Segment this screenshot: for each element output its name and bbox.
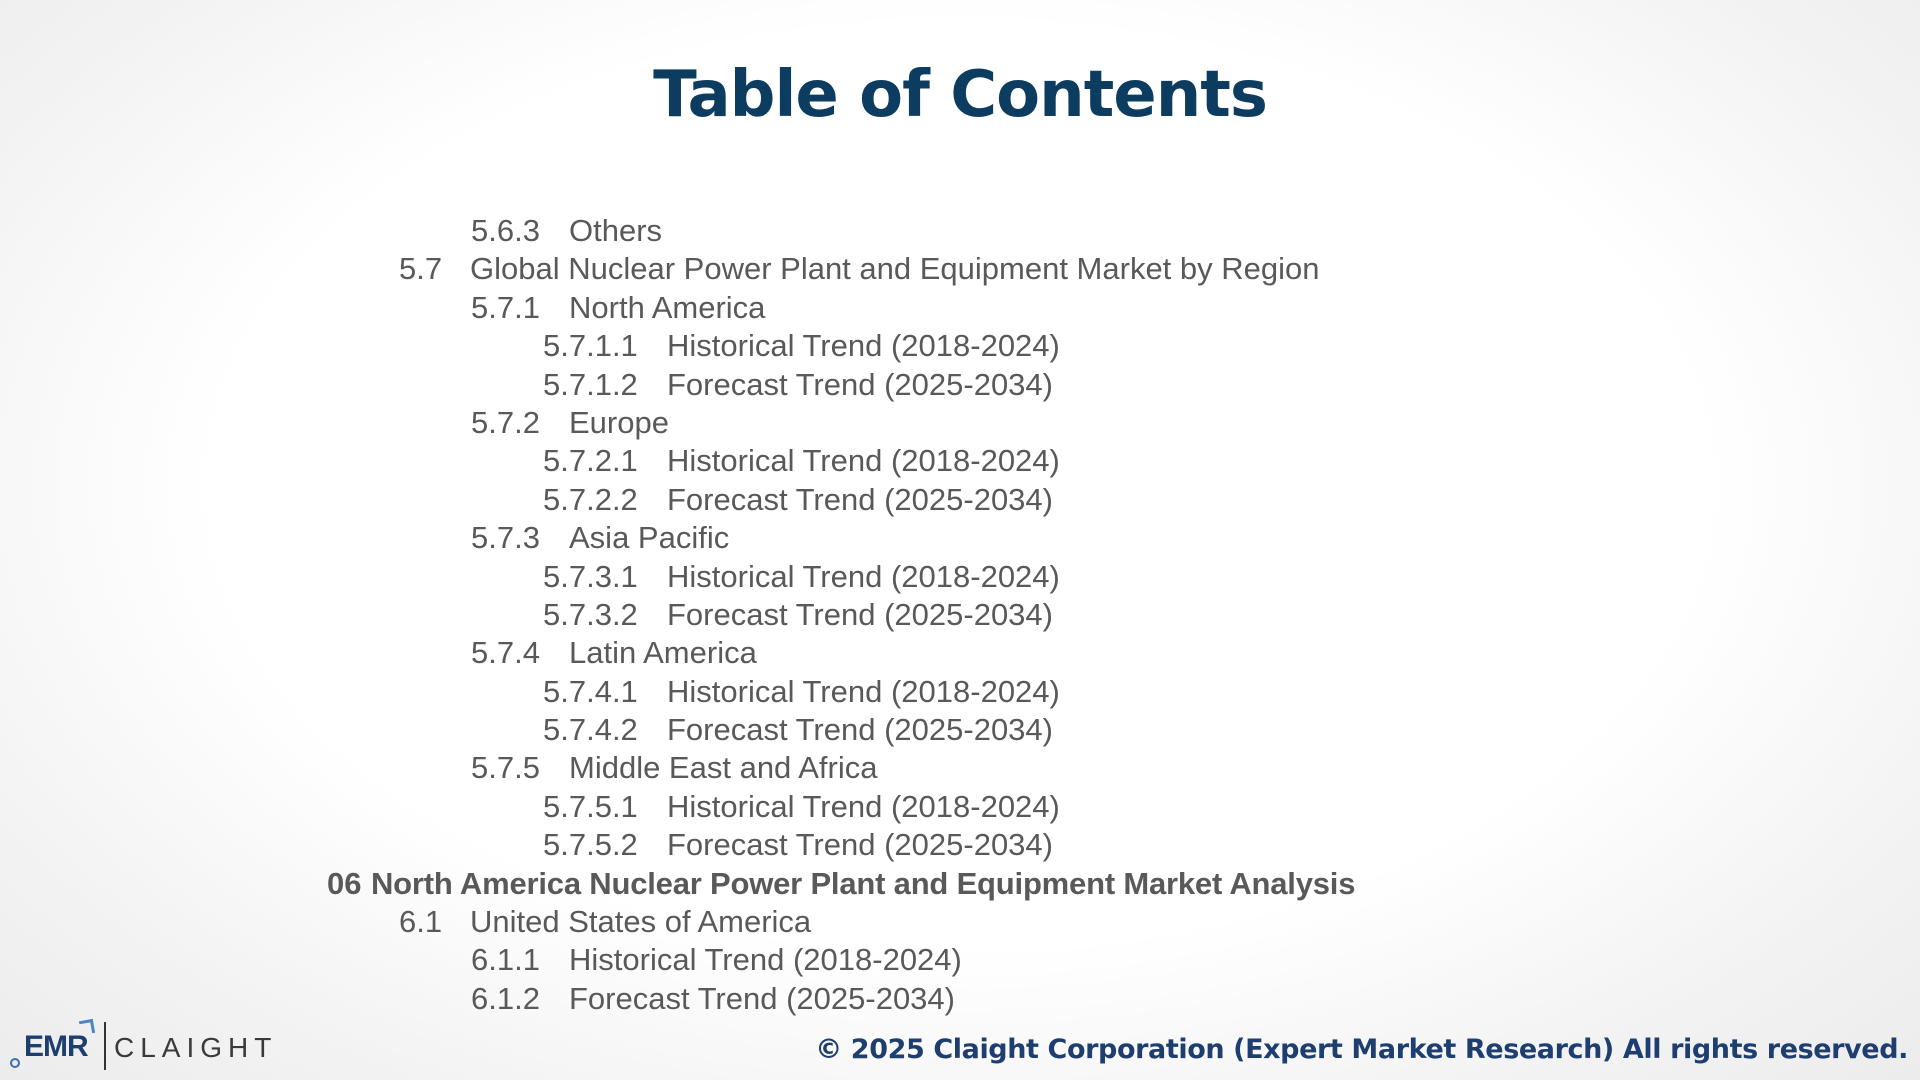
toc-entry-number: 6.1.2	[471, 980, 540, 1016]
toc-entry: 06 North America Nuclear Power Plant and …	[0, 865, 1920, 903]
toc-entry: 5.7.3.1 Historical Trend (2018-2024)	[0, 558, 1920, 596]
toc-entry-label: Historical Trend (2018-2024)	[667, 673, 1060, 709]
toc-entry: 5.7.2 Europe	[0, 404, 1920, 442]
toc-entry-label: Others	[569, 213, 663, 248]
toc-entry-number: 5.7.4	[471, 635, 540, 671]
toc-entry: 5.7.1.1 Historical Trend (2018-2024)	[0, 327, 1920, 365]
toc-entry-label: Asia Pacific	[569, 520, 730, 556]
toc-entry: 5.7.3.2 Forecast Trend (2025-2034)	[0, 596, 1920, 634]
toc-entry-label: Forecast Trend (2025-2034)	[667, 827, 1053, 863]
toc-entry-number: 5.7.5.2	[543, 827, 638, 863]
toc-entry: 5.7.5.2 Forecast Trend (2025-2034)	[0, 826, 1920, 864]
toc-entry-number: 5.7.4.1	[543, 673, 638, 709]
toc-entry: 5.7.1 North America	[0, 289, 1920, 327]
toc-entry: 5.7.2.1 Historical Trend (2018-2024)	[0, 442, 1920, 480]
page-title: Table of Contents	[653, 58, 1268, 132]
toc-entry-number: 5.7.2.2	[543, 481, 638, 517]
toc-entry: 6.1 United States of America	[0, 903, 1920, 941]
toc-entry-number: 5.7.2	[471, 404, 540, 440]
toc-entry-label: North America	[569, 289, 766, 325]
toc-entry: 5.7.3 Asia Pacific	[0, 519, 1920, 557]
toc-entry-label: Historical Trend (2018-2024)	[667, 328, 1060, 364]
toc-entry: 5.7.4.2 Forecast Trend (2025-2034)	[0, 711, 1920, 749]
toc-entry-number: 5.7.3.1	[543, 558, 638, 594]
toc-entry: 6.1.1 Historical Trend (2018-2024)	[0, 941, 1920, 979]
toc-entry-number: 5.7.3.2	[543, 596, 638, 632]
toc-entry-number: 5.6.3	[471, 213, 540, 248]
toc-entry-number: 5.7.2.1	[543, 443, 638, 479]
toc-entry: 5.7.2.2 Forecast Trend (2025-2034)	[0, 481, 1920, 519]
toc-entry-label: Historical Trend (2018-2024)	[667, 443, 1060, 479]
company-logo: EMR CLAIGHT	[10, 1016, 290, 1076]
toc-list: 5.6.3 Others 5.7 Global Nuclear Power Plant…	[0, 212, 1920, 1018]
toc-entry-label: Forecast Trend (2025-2034)	[667, 481, 1053, 517]
toc-entry-number: 5.7.5.1	[543, 788, 638, 824]
toc-entry-label: Forecast Trend (2025-2034)	[667, 596, 1053, 632]
toc-entry-number: 6.1	[399, 904, 443, 940]
toc-entry-number: 5.7.5	[471, 750, 540, 786]
toc-entry: 5.7.4 Latin America	[0, 634, 1920, 672]
toc-entry-label: Latin America	[569, 635, 757, 671]
toc-entry-number: 06	[327, 865, 362, 901]
toc-entry-number: 5.7.1.2	[543, 366, 638, 402]
toc-entry-number: 5.7.1.1	[543, 328, 638, 364]
toc-entry-label: Forecast Trend (2025-2034)	[569, 980, 955, 1016]
copyright-notice: © 2025 Claight Corporation (Expert Marke…	[815, 1034, 1908, 1065]
toc-entry-label: Global Nuclear Power Plant and Equipment…	[470, 251, 1320, 287]
toc-entry: 5.7.1.2 Forecast Trend (2025-2034)	[0, 366, 1920, 404]
toc-entry: 5.7.4.1 Historical Trend (2018-2024)	[0, 673, 1920, 711]
logo-claight-text: CLAIGHT	[114, 1032, 278, 1063]
toc-entry: 5.7.5.1 Historical Trend (2018-2024)	[0, 788, 1920, 826]
toc-entry-label: Middle East and Africa	[569, 750, 878, 786]
toc-entry-label: Forecast Trend (2025-2034)	[667, 712, 1053, 748]
toc-entry: 6.1.2 Forecast Trend (2025-2034)	[0, 980, 1920, 1018]
toc-entry-label: Historical Trend (2018-2024)	[667, 788, 1060, 824]
toc-entry-label: Historical Trend (2018-2024)	[667, 558, 1060, 594]
logo-dot-icon	[10, 1058, 20, 1068]
footer: EMR CLAIGHT © 2025 Claight Corporation (…	[0, 1016, 1920, 1080]
logo-emr-text: EMR	[24, 1030, 89, 1063]
toc-entry-number: 6.1.1	[471, 942, 540, 978]
toc-entry-label: Historical Trend (2018-2024)	[569, 942, 962, 978]
toc-entry: 5.7.5 Middle East and Africa	[0, 749, 1920, 787]
toc-entry-number: 5.7	[399, 251, 443, 287]
toc-entry-number: 5.7.4.2	[543, 712, 638, 748]
toc-entry-label: North America Nuclear Power Plant and Eq…	[371, 865, 1356, 901]
logo-divider	[104, 1022, 106, 1070]
toc-entry-label: Forecast Trend (2025-2034)	[667, 366, 1053, 402]
toc-entry: 5.7 Global Nuclear Power Plant and Equipm…	[0, 250, 1920, 288]
toc-entry: 5.6.3 Others	[0, 212, 1920, 250]
toc-entry-number: 5.7.3	[471, 520, 540, 556]
toc-entry-label: Europe	[569, 404, 669, 440]
toc-entry-number: 5.7.1	[471, 289, 540, 325]
toc-entry-label: United States of America	[470, 904, 812, 940]
